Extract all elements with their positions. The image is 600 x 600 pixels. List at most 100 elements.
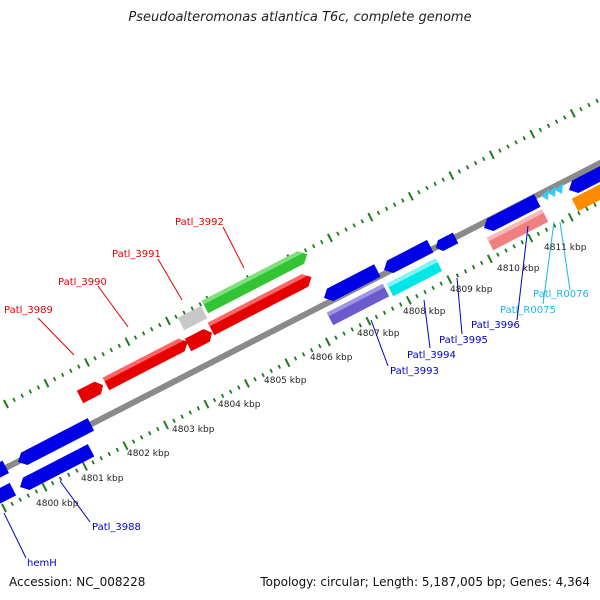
gene-feature-red-4[interactable] — [76, 379, 107, 404]
minor-tick — [431, 285, 435, 291]
gene-feature-patl-3993[interactable] — [326, 283, 390, 326]
minor-tick — [67, 472, 71, 477]
minor-tick — [99, 455, 103, 461]
minor-tick — [401, 198, 405, 203]
label-patl-3996[interactable]: Patl_3996 — [471, 320, 520, 331]
gene-feature-blue-e[interactable] — [566, 165, 600, 196]
minor-tick — [465, 165, 470, 170]
minor-tick — [20, 393, 24, 398]
minor-tick — [148, 431, 152, 436]
label-patl-3988[interactable]: Patl_3988 — [92, 522, 141, 533]
minor-tick — [261, 372, 265, 378]
gene-feature-blue-a[interactable] — [321, 264, 381, 304]
gene-feature-red-2[interactable] — [184, 326, 215, 352]
minor-tick — [293, 356, 298, 361]
minor-tick — [423, 289, 427, 295]
label-patl-3994[interactable]: Patl_3994 — [407, 350, 456, 361]
minor-tick — [156, 426, 160, 432]
minor-tick — [50, 480, 55, 486]
label-hemh[interactable]: hemH — [27, 558, 57, 569]
minor-tick — [91, 460, 95, 465]
gene-feature-patl-3996[interactable] — [486, 209, 549, 251]
scale-label-4811: 4811 kbp — [544, 243, 587, 253]
scale-label-4809: 4809 kbp — [450, 285, 493, 295]
major-tick — [567, 212, 574, 222]
major-tick — [324, 337, 331, 347]
minor-tick — [392, 202, 397, 207]
label-patl-3990[interactable]: Patl_3990 — [58, 277, 107, 288]
minor-tick — [415, 294, 419, 299]
minor-tick — [554, 119, 559, 124]
label-patl-3992[interactable]: Patl_3992 — [175, 217, 224, 228]
minor-tick — [336, 231, 340, 236]
gene-feature-blue-left-2[interactable] — [17, 444, 95, 493]
scale-label-4800: 4800 kbp — [36, 499, 79, 509]
gene-feature-red-1[interactable] — [207, 271, 315, 336]
minor-tick — [425, 185, 429, 191]
minor-tick — [212, 397, 217, 403]
gene-feature-blue-b[interactable] — [381, 239, 434, 276]
minor-tick — [506, 144, 510, 149]
gene-feature-patl-3992[interactable] — [201, 248, 311, 314]
minor-tick — [482, 156, 486, 162]
gene-feature-blue-d[interactable] — [481, 194, 541, 234]
minor-tick — [374, 314, 379, 320]
minor-tick — [237, 385, 241, 390]
gene-feature-blue-left-1[interactable] — [15, 418, 95, 468]
scale-label-4805: 4805 kbp — [264, 376, 307, 386]
minor-tick — [342, 331, 346, 336]
minor-tick — [269, 368, 273, 374]
label-patl-3995[interactable]: Patl_3995 — [439, 335, 488, 346]
minor-tick — [382, 310, 387, 315]
gene-feature-patl-3994[interactable] — [386, 258, 443, 297]
major-tick — [41, 482, 48, 492]
minor-tick — [358, 323, 362, 328]
rna-feature-arrows[interactable] — [541, 183, 563, 200]
minor-tick — [117, 343, 122, 349]
minor-tick — [172, 418, 176, 423]
minor-tick — [538, 127, 543, 133]
minor-tick — [196, 406, 201, 411]
minor-tick — [504, 248, 508, 253]
gene-feature-blue-left-4[interactable] — [0, 482, 17, 509]
minor-tick — [34, 489, 39, 494]
minor-tick — [18, 497, 22, 502]
gene-feature-gray[interactable] — [177, 305, 208, 331]
minor-tick — [139, 435, 144, 440]
major-tick — [164, 316, 171, 326]
minor-tick — [77, 364, 81, 369]
minor-tick — [334, 335, 338, 340]
minor-tick — [26, 493, 31, 498]
major-tick — [446, 275, 453, 285]
minor-tick — [311, 243, 316, 249]
gene-feature-blue-left-3[interactable] — [0, 460, 9, 483]
major-tick — [367, 212, 374, 222]
label-patl-3989[interactable]: Patl_3989 — [4, 305, 53, 316]
gene-feature-orange[interactable] — [571, 180, 600, 212]
minor-tick — [520, 240, 524, 245]
major-tick — [448, 171, 455, 181]
minor-tick — [390, 306, 395, 311]
minor-tick — [107, 451, 111, 457]
label-patl-r0075[interactable]: Patl_R0075 — [500, 305, 556, 316]
minor-tick — [190, 306, 194, 311]
label-patl-r0076[interactable]: Patl_R0076 — [533, 289, 589, 300]
minor-tick — [496, 252, 500, 257]
minor-tick — [180, 414, 184, 419]
label-patl-3993[interactable]: Patl_3993 — [390, 366, 439, 377]
minor-tick — [75, 468, 79, 473]
minor-tick — [109, 347, 113, 353]
label-patl-3991[interactable]: Patl_3991 — [112, 249, 161, 260]
minor-tick — [439, 281, 443, 286]
major-tick — [405, 295, 412, 305]
minor-tick — [587, 102, 591, 108]
gene-feature-red-3[interactable] — [102, 336, 191, 391]
minor-tick — [433, 181, 437, 187]
gene-feature-blue-c[interactable] — [433, 232, 459, 254]
minor-tick — [10, 501, 14, 507]
minor-tick — [303, 248, 308, 253]
minor-tick — [417, 190, 421, 195]
minor-tick — [253, 377, 257, 382]
minor-tick — [220, 393, 225, 399]
minor-tick — [360, 219, 364, 224]
